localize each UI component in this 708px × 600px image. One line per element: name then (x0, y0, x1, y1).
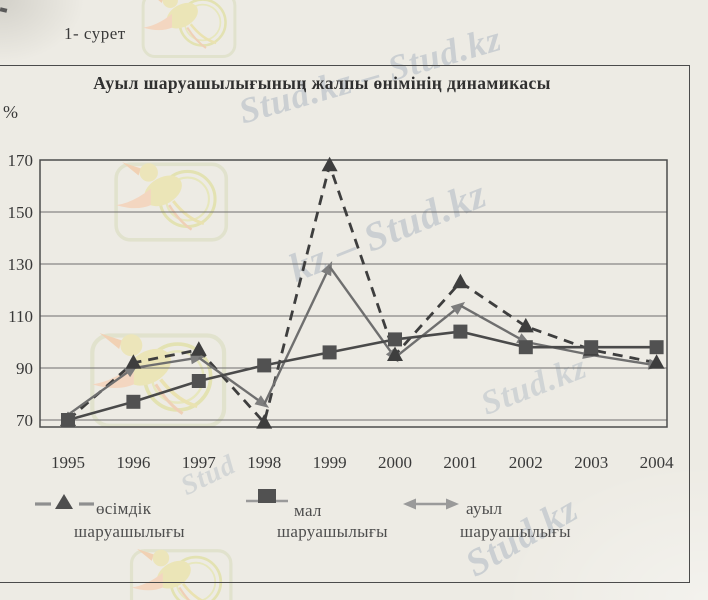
series-crop-triangle-marker (452, 273, 469, 289)
series-crop-triangle-marker (387, 346, 403, 361)
x-tick-label: 2004 (640, 453, 675, 472)
series-crop-triangle-marker (190, 341, 207, 356)
y-tick-label: 130 (8, 255, 34, 274)
series-crop-triangle-marker (648, 354, 665, 369)
series-livestock-square-marker (61, 413, 75, 427)
series-livestock-square-marker (388, 332, 402, 347)
legend-label-livestock-line2: шаруашылығы (277, 522, 388, 541)
series-agriculture-line (198, 356, 265, 406)
chart-title: Ауыл шаруашылығының жалпы өнімінің динам… (93, 73, 551, 93)
x-tick-label: 2001 (443, 453, 477, 472)
legend-label-agriculture-line2: шаруашылығы (460, 522, 571, 541)
legend-marker-livestock-square-icon (246, 489, 288, 503)
series-livestock-square-marker (649, 340, 664, 355)
legend-marker-crop-dashed-triangle-icon (35, 494, 94, 509)
series-agriculture-line (328, 265, 396, 359)
series-agriculture-line (263, 266, 331, 405)
y-tick-label: 90 (16, 359, 33, 378)
y-tick-label: 70 (16, 411, 33, 430)
x-tick-label: 1996 (116, 453, 150, 472)
y-tick-label: 170 (8, 151, 34, 170)
series-agriculture-line (394, 304, 462, 359)
x-tick-label: 1995 (51, 453, 85, 472)
series-agriculture-line (591, 353, 657, 367)
legend-label-crop-line2: шаруашылығы (74, 522, 185, 541)
legend-label-agriculture-line1: ауыл (466, 499, 503, 518)
series-livestock-square-marker (257, 358, 272, 373)
x-tick-label: 1998 (247, 453, 281, 472)
x-tick-label: 1999 (313, 453, 347, 472)
series-agriculture-line (459, 304, 527, 344)
series-agriculture-line (133, 356, 199, 370)
plot-border (39, 159, 668, 428)
series-livestock-square-marker (191, 374, 206, 388)
y-tick-label: 150 (8, 203, 34, 222)
legend-label-livestock-line1: мал (294, 501, 322, 520)
series-agriculture-arrow-marker (321, 261, 333, 277)
series-agriculture-arrow-marker (254, 395, 270, 408)
series-livestock-square-marker (584, 340, 599, 355)
series-livestock-square-marker (518, 340, 533, 355)
x-tick-label: 2003 (574, 453, 608, 472)
x-tick-label: 2000 (378, 453, 412, 472)
y-tick-label: 110 (8, 307, 33, 326)
series-agriculture-line (67, 367, 135, 416)
chart-outer-border (0, 65, 690, 583)
series-crop-line (67, 160, 657, 426)
series-livestock-square-marker (322, 345, 337, 360)
y-axis-unit-label: % (3, 102, 18, 122)
x-tick-label: 2002 (509, 453, 543, 472)
legend-marker-agriculture-double-arrow-icon (403, 498, 459, 510)
series-livestock-line (67, 330, 657, 422)
series-livestock-square-marker (453, 324, 468, 339)
series-crop-triangle-marker (256, 414, 273, 429)
x-tick-label: 1997 (182, 453, 217, 472)
legend-label-crop-line1: өсімдік (96, 499, 152, 518)
figure-label: 1- сурет (64, 24, 126, 43)
series-livestock-square-marker (126, 394, 141, 409)
series-crop-triangle-marker (517, 317, 534, 333)
series-crop-triangle-marker (321, 156, 338, 172)
